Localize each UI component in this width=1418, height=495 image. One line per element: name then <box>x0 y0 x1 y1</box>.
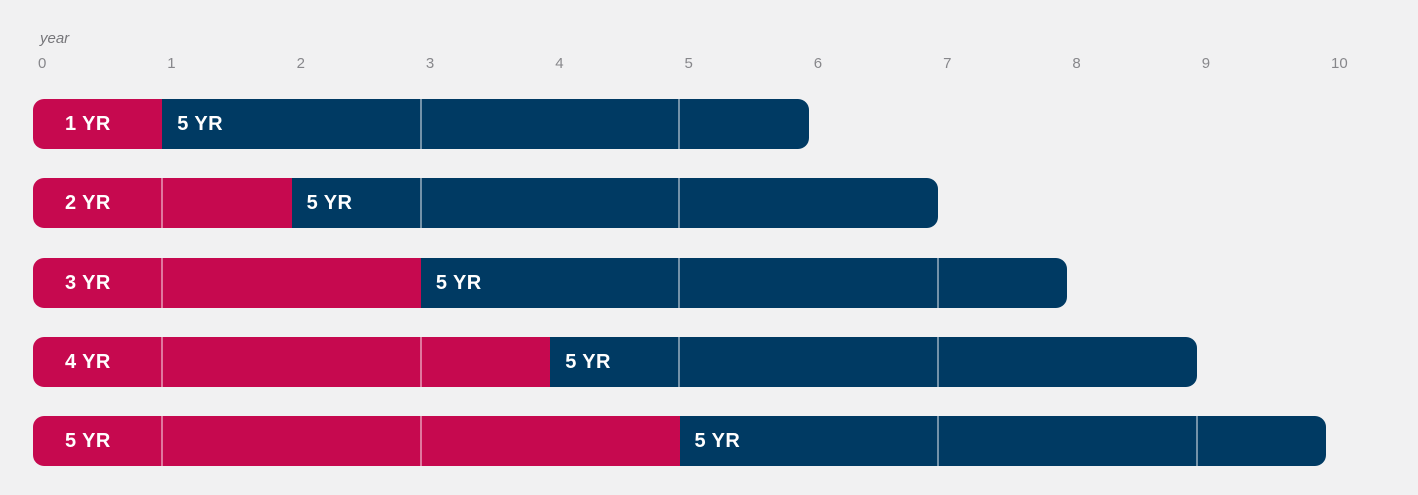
axis-tick-7: 7 <box>943 55 952 72</box>
bar-followup-row-3: 5 YR <box>420 257 1068 308</box>
year-separator <box>937 257 940 308</box>
initial-bar-label: 4 YR <box>65 350 111 373</box>
bar-initial-row-3: 3 YR <box>33 257 421 308</box>
year-separator <box>161 336 164 387</box>
initial-bar-label: 5 YR <box>65 430 111 453</box>
axis-tick-2: 2 <box>296 55 305 72</box>
followup-bar-label: 5 YR <box>565 350 611 373</box>
year-separator <box>678 257 681 308</box>
bar-followup-row-1: 5 YR <box>162 99 809 149</box>
axis-tick-6: 6 <box>813 55 823 72</box>
year-separator <box>937 336 940 387</box>
year-separator <box>161 178 164 229</box>
axis-tick-3: 3 <box>425 55 435 72</box>
bar-followup-row-2: 5 YR <box>291 178 939 229</box>
year-separator <box>1195 416 1198 467</box>
axis-title: year <box>40 30 70 47</box>
year-separator <box>419 336 422 387</box>
year-separator <box>678 99 681 149</box>
bar-followup-row-5: 5 YR <box>679 416 1326 467</box>
axis-tick-1: 1 <box>167 55 176 72</box>
year-separator <box>678 178 681 229</box>
axis-tick-8: 8 <box>1072 55 1081 72</box>
bar-followup-row-4: 5 YR <box>550 336 1197 387</box>
followup-bar-label: 5 YR <box>177 113 223 135</box>
followup-bar-label: 5 YR <box>306 192 353 215</box>
axis-tick-9: 9 <box>1201 55 1211 72</box>
bar-initial-row-5: 5 YR <box>33 416 680 467</box>
initial-bar-label: 2 YR <box>65 192 111 215</box>
bar-initial-row-1: 1 YR <box>33 99 163 149</box>
year-separator <box>419 99 422 149</box>
year-separator <box>419 178 422 229</box>
bar-initial-row-4: 4 YR <box>33 336 551 387</box>
axis-tick-0: 0 <box>38 55 47 72</box>
year-separator <box>937 416 940 467</box>
followup-bar-label: 5 YR <box>435 271 482 294</box>
axis-tick-4: 4 <box>555 55 564 72</box>
year-separator <box>419 416 422 467</box>
axis-tick-5: 5 <box>684 55 693 72</box>
year-separator <box>161 257 164 308</box>
axis-tick-10: 10 <box>1331 55 1348 72</box>
bar-initial-row-2: 2 YR <box>33 178 292 229</box>
year-separator <box>678 336 681 387</box>
followup-bar-label: 5 YR <box>694 430 741 453</box>
initial-bar-label: 1 YR <box>65 113 111 135</box>
initial-bar-label: 3 YR <box>65 271 111 294</box>
year-separator <box>161 416 164 467</box>
